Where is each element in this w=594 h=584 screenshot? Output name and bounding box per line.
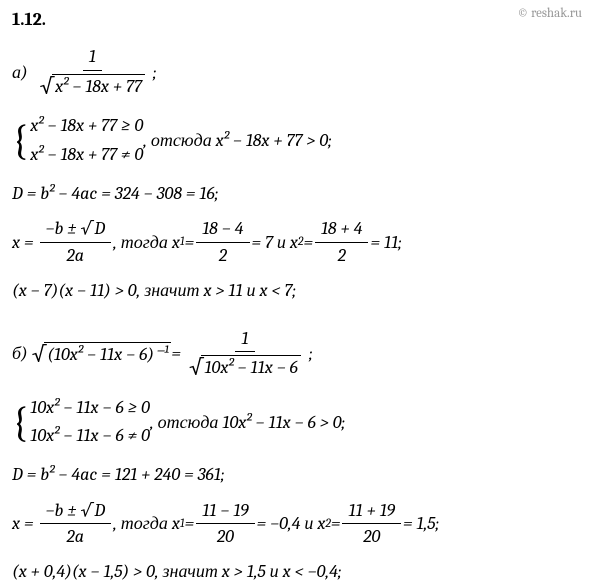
part-a-discriminant: D = b² − 4ac = 324 − 308 = 16; <box>12 182 582 205</box>
denominator: √ x² − 18x + 77 <box>34 71 151 101</box>
denominator: 20 <box>357 524 386 548</box>
system-conclusion: , отсюда 10x² − 11x − 6 > 0; <box>150 411 345 434</box>
text: = <box>331 512 341 535</box>
brace-icon: { <box>12 406 28 440</box>
denominator: 2a <box>61 243 91 267</box>
sqrt: √ x² − 18x + 77 <box>40 72 145 101</box>
part-a-final: (x − 7)(x − 11) > 0, значит x > 11 и x <… <box>12 279 582 302</box>
part-a-roots: x = −b ± √D 2a , тогда x1 = 18 − 4 2 = 7… <box>12 217 582 267</box>
system-conclusion: , отсюда x² − 18x + 77 > 0; <box>143 129 332 152</box>
part-a-label: а) <box>12 61 28 84</box>
x-equals: x = <box>12 512 34 535</box>
text: = <box>303 231 313 254</box>
part-b-roots: x = −b ± √D 2a , тогда x1 = 11 − 19 20 =… <box>12 499 582 549</box>
numerator: 11 + 19 <box>342 499 401 524</box>
x-equals: x = <box>12 231 34 254</box>
text: = <box>185 512 195 535</box>
fraction: 1 √ 10x² − 11x − 6 <box>183 327 307 382</box>
numerator: 18 − 4 <box>196 217 249 242</box>
numerator: 1 <box>83 45 102 70</box>
text: , тогда x <box>113 512 180 535</box>
sqrt-body: x² − 18x + 77 <box>52 74 145 98</box>
fraction: −b ± √D 2a <box>40 217 112 267</box>
part-b-system: { 10x² − 11x − 6 ≥ 0 10x² − 11x − 6 ≠ 0 … <box>12 394 582 452</box>
sqrt: √ (10x² − 11x − 6)⁻¹ <box>32 340 172 369</box>
system-body: 10x² − 11x − 6 ≥ 0 10x² − 11x − 6 ≠ 0 <box>30 394 150 452</box>
numerator: −b ± √D <box>40 499 112 524</box>
text: = <box>185 231 195 254</box>
text: = 11; <box>370 231 401 254</box>
denominator: 2 <box>332 243 352 267</box>
system-row-2: 10x² − 11x − 6 ≠ 0 <box>30 422 150 451</box>
semicolon: ; <box>309 342 313 365</box>
watermark: © reshak.ru <box>517 6 582 21</box>
part-b-final: (x + 0,4)(x − 1,5) > 0, значит x > 1,5 и… <box>12 560 582 583</box>
denominator: 2 <box>213 243 233 267</box>
text: , тогда x <box>113 231 180 254</box>
system-row-1: 10x² − 11x − 6 ≥ 0 <box>30 394 150 423</box>
brace-icon: { <box>12 124 28 158</box>
part-b-discriminant: D = b² − 4ac = 121 + 240 = 361; <box>12 463 582 486</box>
part-a-expression: а) 1 √ x² − 18x + 77 ; <box>12 45 582 100</box>
numerator: −b ± √D <box>40 217 112 242</box>
semicolon: ; <box>153 61 157 84</box>
part-b-expression: б) √ (10x² − 11x − 6)⁻¹ = 1 √ 10x² − 11x… <box>12 327 582 382</box>
equals: = <box>171 342 181 365</box>
part-a-system: { x² − 18x + 77 ≥ 0 x² − 18x + 77 ≠ 0 , … <box>12 112 582 170</box>
numerator: 18 + 4 <box>315 217 368 242</box>
fraction: 18 − 4 2 <box>196 217 249 267</box>
part-b-label: б) <box>12 342 28 365</box>
sqrt-body: (10x² − 11x − 6)⁻¹ <box>44 342 171 366</box>
numerator: 11 − 19 <box>196 499 254 524</box>
fraction: 11 − 19 20 <box>196 499 254 549</box>
text: = 1,5; <box>403 512 439 535</box>
denominator: √ 10x² − 11x − 6 <box>183 352 307 382</box>
fraction: −b ± √D 2a <box>40 499 112 549</box>
problem-number: 1.12. <box>12 8 582 31</box>
sqrt: √ 10x² − 11x − 6 <box>189 353 301 382</box>
fraction: 1 √ x² − 18x + 77 <box>34 45 151 100</box>
text: = −0,4 и x <box>257 512 326 535</box>
denominator: 2a <box>61 524 91 548</box>
fraction: 11 + 19 20 <box>342 499 401 549</box>
denominator: 20 <box>211 524 240 548</box>
system-body: x² − 18x + 77 ≥ 0 x² − 18x + 77 ≠ 0 <box>30 112 143 170</box>
sqrt-body: 10x² − 11x − 6 <box>201 355 301 379</box>
system-row-1: x² − 18x + 77 ≥ 0 <box>30 112 143 141</box>
system-row-2: x² − 18x + 77 ≠ 0 <box>30 141 143 170</box>
fraction: 18 + 4 2 <box>315 217 368 267</box>
numerator: 1 <box>235 327 254 352</box>
text: = 7 и x <box>252 231 298 254</box>
